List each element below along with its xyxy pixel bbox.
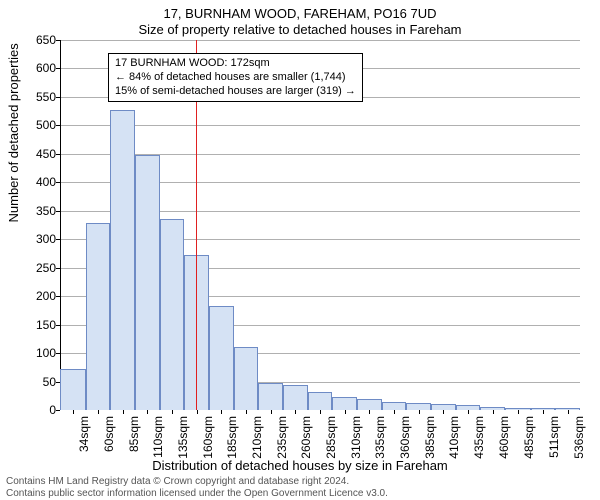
ytick-mark xyxy=(56,154,60,155)
ytick-mark xyxy=(56,410,60,411)
xtick-label: 485sqm xyxy=(522,416,536,459)
xtick-mark xyxy=(493,410,494,414)
xtick-label: 160sqm xyxy=(201,416,215,459)
histogram-bar xyxy=(60,369,86,410)
chart-title-sub: Size of property relative to detached ho… xyxy=(0,22,600,37)
xtick-mark xyxy=(147,410,148,414)
ytick-label: 250 xyxy=(36,261,56,275)
chart-title-main: 17, BURNHAM WOOD, FAREHAM, PO16 7UD xyxy=(0,6,600,21)
footer-copyright-2: Contains public sector information licen… xyxy=(6,488,388,499)
histogram-bar xyxy=(234,347,259,410)
xtick-label: 335sqm xyxy=(373,416,387,459)
xtick-label: 511sqm xyxy=(547,416,561,458)
xtick-mark xyxy=(221,410,222,414)
xtick-mark xyxy=(345,410,346,414)
xtick-label: 235sqm xyxy=(275,416,289,459)
ytick-label: 650 xyxy=(36,33,56,47)
xtick-mark xyxy=(468,410,469,414)
histogram-bar xyxy=(283,385,308,410)
ytick-mark xyxy=(56,239,60,240)
footer-copyright-1: Contains HM Land Registry data © Crown c… xyxy=(6,476,349,487)
xtick-label: 60sqm xyxy=(102,416,116,452)
xtick-mark xyxy=(443,410,444,414)
xtick-mark xyxy=(123,410,124,414)
ytick-mark xyxy=(56,296,60,297)
xtick-mark xyxy=(73,410,74,414)
ytick-label: 0 xyxy=(49,403,56,417)
ytick-label: 100 xyxy=(36,346,56,360)
xtick-mark xyxy=(320,410,321,414)
annotation-line-2: ← 84% of detached houses are smaller (1,… xyxy=(115,71,356,85)
histogram-bar xyxy=(258,383,283,410)
xtick-mark xyxy=(172,410,173,414)
histogram-bar xyxy=(110,110,135,410)
xtick-mark xyxy=(543,410,544,414)
ytick-label: 400 xyxy=(36,175,56,189)
ytick-mark xyxy=(56,40,60,41)
xtick-mark xyxy=(568,410,569,414)
xtick-label: 310sqm xyxy=(349,416,363,459)
ytick-label: 450 xyxy=(36,147,56,161)
xtick-label: 210sqm xyxy=(250,416,264,459)
xtick-label: 360sqm xyxy=(398,416,412,459)
annotation-line-1: 17 BURNHAM WOOD: 172sqm xyxy=(115,57,356,71)
histogram-bar xyxy=(135,155,160,410)
xtick-mark xyxy=(197,410,198,414)
y-axis-label: Number of detached properties xyxy=(6,43,21,222)
ytick-mark xyxy=(56,211,60,212)
xtick-mark xyxy=(419,410,420,414)
ytick-mark xyxy=(56,382,60,383)
ytick-label: 200 xyxy=(36,289,56,303)
xtick-mark xyxy=(98,410,99,414)
xtick-mark xyxy=(295,410,296,414)
xtick-label: 285sqm xyxy=(324,416,338,459)
ytick-mark xyxy=(56,97,60,98)
plot-area: 0501001502002503003504004505005506006503… xyxy=(60,40,580,410)
histogram-bar xyxy=(357,399,382,410)
xtick-mark xyxy=(271,410,272,414)
ytick-mark xyxy=(56,125,60,126)
xtick-label: 34sqm xyxy=(77,416,91,452)
ytick-mark xyxy=(56,68,60,69)
xtick-label: 435sqm xyxy=(472,416,486,459)
histogram-bar xyxy=(406,403,431,410)
xtick-label: 135sqm xyxy=(176,416,190,459)
xtick-mark xyxy=(369,410,370,414)
histogram-bar xyxy=(86,223,111,410)
histogram-bar xyxy=(308,392,333,410)
ytick-label: 600 xyxy=(36,61,56,75)
xtick-mark xyxy=(246,410,247,414)
ytick-mark xyxy=(56,325,60,326)
xtick-label: 85sqm xyxy=(127,416,141,452)
chart-container: 17, BURNHAM WOOD, FAREHAM, PO16 7UD Size… xyxy=(0,0,600,500)
annotation-box: 17 BURNHAM WOOD: 172sqm← 84% of detached… xyxy=(108,53,363,102)
xtick-label: 185sqm xyxy=(225,416,239,459)
xtick-label: 536sqm xyxy=(572,416,586,459)
xtick-label: 110sqm xyxy=(151,416,165,458)
annotation-line-3: 15% of semi-detached houses are larger (… xyxy=(115,85,356,99)
ytick-label: 300 xyxy=(36,232,56,246)
xtick-mark xyxy=(518,410,519,414)
ytick-label: 350 xyxy=(36,204,56,218)
xtick-label: 460sqm xyxy=(497,416,511,459)
ytick-mark xyxy=(56,353,60,354)
histogram-bar xyxy=(332,397,357,410)
ytick-label: 550 xyxy=(36,90,56,104)
ytick-label: 500 xyxy=(36,118,56,132)
xtick-label: 385sqm xyxy=(423,416,437,459)
xtick-label: 410sqm xyxy=(447,416,461,459)
x-axis-label: Distribution of detached houses by size … xyxy=(0,458,600,473)
ytick-mark xyxy=(56,268,60,269)
ytick-mark xyxy=(56,182,60,183)
histogram-bar xyxy=(382,402,407,410)
xtick-mark xyxy=(394,410,395,414)
ytick-label: 50 xyxy=(43,375,56,389)
histogram-bar xyxy=(160,219,185,410)
ytick-label: 150 xyxy=(36,318,56,332)
histogram-bar xyxy=(209,306,234,410)
xtick-label: 260sqm xyxy=(299,416,313,459)
